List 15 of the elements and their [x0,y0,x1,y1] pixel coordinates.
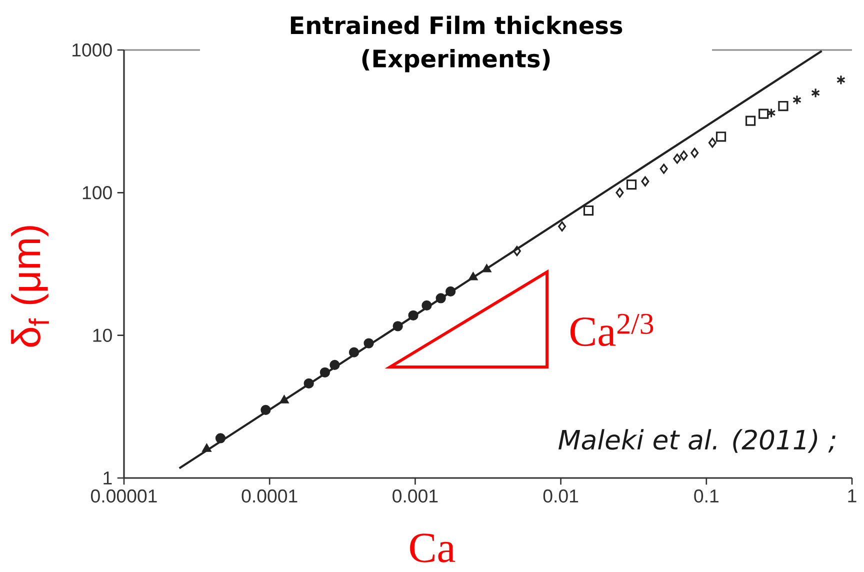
y-tick-label: 1 [104,472,112,484]
x-axis-title: Ca [410,534,456,562]
y-tick-label: 1000 [72,43,112,57]
x-tick-label: 0.00001 [90,489,157,503]
chart-title: Entrained Film thickness (Experiments) [290,16,622,72]
x-tick-label: 0.01 [543,489,578,503]
y-axis-title: δ$_{f}$ (μm) [11,226,49,347]
annotation: Maleki et al. (2011) ; [558,429,836,453]
x-tick-label: 1 [848,489,856,502]
y-tick-label: 10 [93,328,112,342]
x-tick-label: 0.0001 [242,489,298,503]
annotation: Ca$^{2/3}$ [570,314,654,346]
y-tick-label: 100 [82,186,112,200]
x-tick-label: 0.001 [392,489,438,503]
x-tick-label: 0.1 [694,489,718,503]
